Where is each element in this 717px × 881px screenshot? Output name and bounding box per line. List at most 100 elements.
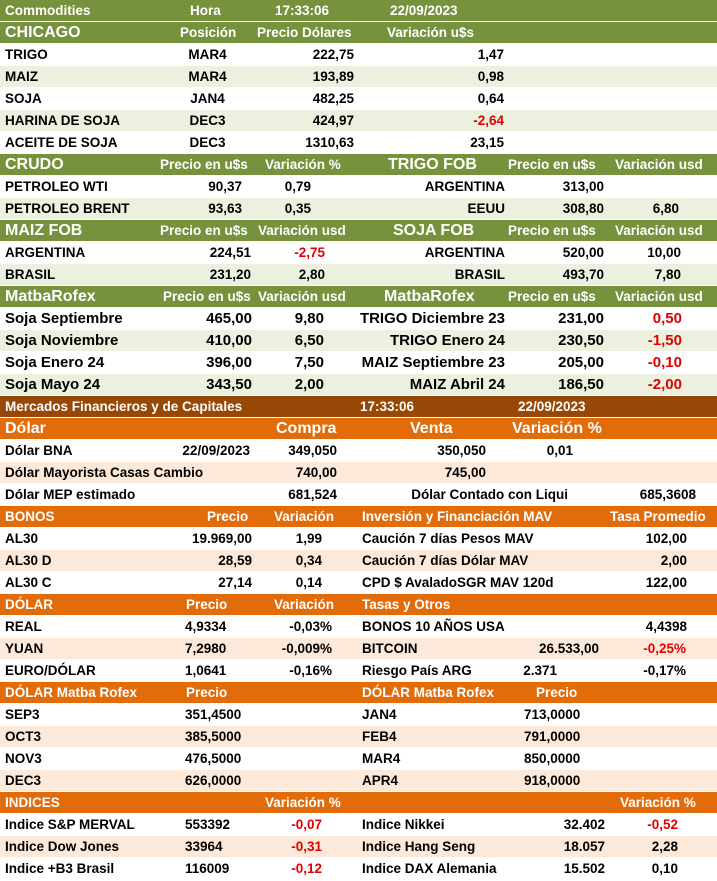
soja-fob-title: SOJA FOB [393,222,475,239]
table-row: MAIZ MAR4 193,89 0,98 [0,66,717,88]
futures-change: 7,50 [294,354,324,371]
indices-header-row: INDICES Variación % Variación % [0,792,717,814]
contract-name: JAN4 [362,707,397,722]
dolar-title: Dólar [5,420,46,437]
contract-price: 713,0000 [524,707,581,722]
mav-rate: 122,00 [645,575,687,590]
fob-price: 308,80 [562,201,604,216]
col-rate: Tasa Promedio [610,509,706,524]
futures-name: TRIGO Enero 24 [389,332,505,349]
table-row: AL30 C 27,14 0,14 CPD $ AvaladoSGR MAV 1… [0,572,717,594]
dolar-sell: 745,00 [444,465,486,480]
table-row: HARINA DE SOJA DEC3 424,97 -2,64 [0,110,717,132]
tasa-change: -0,25% [643,641,686,656]
col-position: Posición [180,25,237,40]
futures-price: 343,50 [206,376,252,393]
indices-title: INDICES [5,795,60,810]
dolar-change: 0,01 [546,443,573,458]
fob-price: 520,00 [562,245,604,260]
index-value: 553392 [185,817,231,832]
table-row: PETROLEO WTI 90,37 0,79 ARGENTINA 313,00 [0,176,717,198]
table-row: Soja Enero 24 396,00 7,50 MAIZ Septiembr… [0,352,717,374]
chicago-title: CHICAGO [5,24,81,41]
fob-price: 313,00 [562,179,604,194]
futures-price: 186,50 [558,376,604,393]
table-row: EURO/DÓLAR 1,0641 -0,16% Riesgo País ARG… [0,660,717,682]
fob-name: BRASIL [454,267,505,282]
table-row: PETROLEO BRENT 93,63 0,35 EEUU 308,80 6,… [0,198,717,220]
commodity-position: DEC3 [189,135,226,150]
col-change: Variación [274,509,335,524]
futures-name: MAIZ Septiembre 23 [361,354,505,371]
commodities-header-row: Commodities Hora 17:33:06 22/09/2023 [0,0,717,22]
dolar2-title: DÓLAR [5,597,53,612]
currency-name: EURO/DÓLAR [5,663,96,678]
contract-name: SEP3 [5,707,40,722]
futures-name: MAIZ Abril 24 [409,376,505,393]
table-row: AL30 19.969,00 1,99 Caución 7 días Pesos… [0,528,717,550]
tasa-name: Riesgo País ARG [362,663,472,678]
mercados-time: 17:33:06 [360,399,415,414]
table-row: REAL 4,9334 -0,03% BONOS 10 AÑOS USA 4,4… [0,616,717,638]
col-change: Variación usd [258,223,346,238]
crudo-price: 93,63 [208,201,242,216]
tasa-change: 4,4398 [645,619,687,634]
contract-name: OCT3 [5,729,42,744]
col-price: Precio [207,509,249,524]
fob-name: ARGENTINA [5,245,86,260]
crudo-trigo-header-row: CRUDO Precio en u$s Variación % TRIGO FO… [0,154,717,176]
futures-name: Soja Enero 24 [5,354,105,371]
commodity-price: 1310,63 [305,135,354,150]
table-row: Indice +B3 Brasil 116009 -0,12 Indice DA… [0,858,717,880]
futures-price: 231,00 [558,310,604,327]
fob-change [620,176,679,197]
futures-name: Soja Septiembre [5,310,123,327]
futures-change: 0,50 [652,310,682,327]
index-change: -0,31 [291,839,322,854]
dolar-name: Dólar Mayorista Casas Cambio [5,465,204,480]
matba-right-title: MatbaRofex [384,288,475,305]
commodity-name: ACEITE DE SOJA [5,135,118,150]
commodity-name: MAIZ [5,69,38,84]
index-value: 18.057 [563,839,605,854]
table-row: ARGENTINA 224,51 -2,75 ARGENTINA 520,00 … [0,242,717,264]
matba-dolar-header-row: DÓLAR Matba Rofex Precio DÓLAR Matba Rof… [0,682,717,704]
futures-change: 6,50 [294,332,324,349]
bono-change: 0,14 [295,575,322,590]
index-name: Indice Nikkei [362,817,445,832]
currency-price: 7,2980 [185,641,227,656]
fob-price: 493,70 [562,267,604,282]
mav-name: Caución 7 días Pesos MAV [362,531,534,546]
maiz-fob-title: MAIZ FOB [5,222,83,239]
fob-change: 6,80 [652,201,679,216]
contract-name: NOV3 [5,751,42,766]
table-row: SEP3 351,4500 JAN4 713,0000 [0,704,717,726]
index-name: Indice Dow Jones [5,839,120,854]
index-value: 116009 [185,861,230,876]
currency-name: YUAN [5,641,44,656]
contract-name: APR4 [362,773,399,788]
matbarofex-header-row: MatbaRofex Precio en u$s Variación usd M… [0,286,717,308]
commodity-change: 1,47 [477,47,504,62]
bono-price: 19.969,00 [191,531,252,546]
dolar-buy: 349,050 [288,443,337,458]
crudo-name: PETROLEO WTI [5,179,108,194]
table-row: YUAN 7,2980 -0,009% BITCOIN 26.533,00 -0… [0,638,717,660]
crudo-change: 0,35 [284,201,311,216]
table-row: OCT3 385,5000 FEB4 791,0000 [0,726,717,748]
bonos-header-row: BONOS Precio Variación Inversión y Finan… [0,506,717,528]
currency-price: 4,9334 [185,619,227,634]
currency-name: REAL [5,619,42,634]
table-row: Indice Dow Jones 33964 -0,31 Indice Hang… [0,836,717,858]
crudo-name: PETROLEO BRENT [5,201,130,216]
futures-price: 465,00 [206,310,252,327]
table-row: BRASIL 231,20 2,80 BRASIL 493,70 7,80 [0,264,717,286]
col-sell: Venta [410,420,453,437]
table-row: DEC3 626,0000 APR4 918,0000 [0,770,717,792]
bono-price: 28,59 [218,553,252,568]
futures-price: 396,00 [206,354,252,371]
contract-price: 476,5000 [185,751,242,766]
fob-change: 10,00 [647,245,681,260]
table-row: TRIGO MAR4 222,75 1,47 [0,44,717,66]
